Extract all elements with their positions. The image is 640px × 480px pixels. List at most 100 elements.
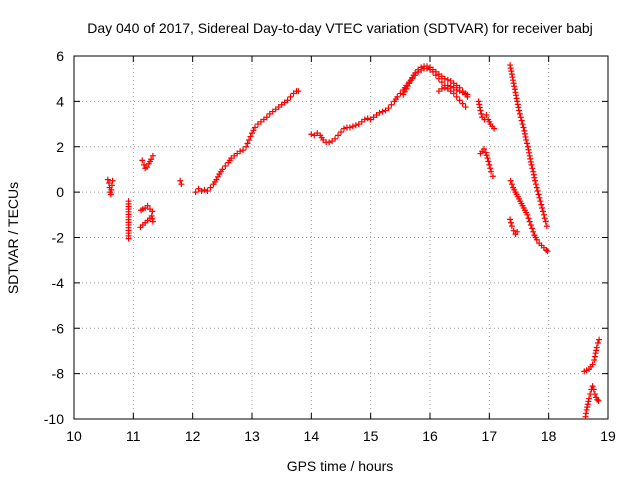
data-point-interp xyxy=(538,201,545,208)
y-tick-label: -4 xyxy=(52,275,65,291)
data-point xyxy=(207,184,214,191)
data-point xyxy=(524,211,531,218)
data-point xyxy=(488,168,495,175)
data-point xyxy=(237,148,244,155)
data-point xyxy=(424,63,431,70)
data-point-interp xyxy=(532,181,539,188)
data-point xyxy=(510,227,517,234)
data-point-interp xyxy=(540,208,547,215)
data-point xyxy=(379,108,386,115)
data-point xyxy=(483,111,490,118)
data-point xyxy=(340,125,347,132)
data-point xyxy=(438,85,445,92)
data-point xyxy=(590,386,597,393)
data-point xyxy=(441,75,448,82)
data-point xyxy=(177,177,184,184)
data-point-interp xyxy=(529,165,536,172)
data-point xyxy=(438,79,445,86)
data-point xyxy=(394,93,401,100)
data-point-interp xyxy=(530,228,537,235)
data-point-interp xyxy=(247,133,254,140)
data-point xyxy=(295,88,302,95)
grid-lines xyxy=(74,56,608,419)
data-point xyxy=(139,157,146,164)
data-point xyxy=(346,124,353,131)
y-tick-label: 4 xyxy=(56,93,64,109)
data-point xyxy=(376,109,383,116)
x-axis-title: GPS time / hours xyxy=(287,458,394,474)
data-point xyxy=(594,339,601,346)
data-point xyxy=(201,186,208,193)
data-point-interp xyxy=(485,158,492,165)
data-point xyxy=(444,82,451,89)
data-point-interp xyxy=(520,124,527,131)
data-point xyxy=(519,121,526,128)
y-axis-title: SDTVAR / TECUs xyxy=(5,182,21,294)
y-tick-label: 0 xyxy=(56,184,64,200)
data-point-interp xyxy=(507,219,514,226)
data-point xyxy=(532,177,539,184)
data-point xyxy=(464,91,471,98)
data-point xyxy=(596,336,603,343)
data-point xyxy=(450,90,457,97)
data-point xyxy=(332,135,339,142)
x-tick-label: 18 xyxy=(541,428,557,444)
data-point xyxy=(526,218,533,225)
data-point xyxy=(507,177,514,184)
data-point xyxy=(178,181,185,188)
data-point xyxy=(533,184,540,191)
data-points xyxy=(104,62,603,420)
data-point xyxy=(109,177,116,184)
data-point xyxy=(535,191,542,198)
data-point xyxy=(219,166,226,173)
data-point xyxy=(388,101,395,108)
data-point xyxy=(489,173,496,180)
data-point-interp xyxy=(483,152,490,159)
data-point-interp xyxy=(487,165,494,172)
data-point xyxy=(540,211,547,218)
x-tick-label: 15 xyxy=(363,428,379,444)
data-point xyxy=(144,202,151,209)
y-tick-label: 2 xyxy=(56,139,64,155)
data-point xyxy=(591,391,598,398)
data-point xyxy=(480,146,487,153)
data-point xyxy=(529,225,536,232)
data-point xyxy=(456,97,463,104)
data-point xyxy=(263,114,270,121)
data-point-interp xyxy=(516,110,523,117)
data-point xyxy=(308,131,315,138)
data-point xyxy=(397,90,404,97)
data-point-interp xyxy=(536,194,543,201)
data-point xyxy=(385,105,392,112)
data-point xyxy=(539,205,546,212)
data-point xyxy=(462,104,469,111)
axis-ticks: 10 11 12 13 14 15 16 17 18 19 -10 -8 -6 -4 -2 0 2 4 6 xyxy=(44,48,616,444)
data-point xyxy=(514,228,521,235)
data-point xyxy=(361,116,368,123)
data-point xyxy=(326,139,333,146)
data-point xyxy=(595,397,602,404)
data-point-interp xyxy=(518,117,525,124)
data-point xyxy=(125,235,132,242)
data-point xyxy=(447,83,454,90)
x-tick-label: 19 xyxy=(600,428,616,444)
data-point xyxy=(517,114,524,121)
data-point xyxy=(459,89,466,96)
data-point-interp xyxy=(541,215,548,222)
chart-title: Day 040 of 2017, Sidereal Day-to-day VTE… xyxy=(87,20,593,36)
data-point xyxy=(486,161,493,168)
x-tick-label: 11 xyxy=(126,428,141,444)
data-point xyxy=(523,136,530,143)
data-point-interp xyxy=(508,181,515,188)
data-point xyxy=(240,147,247,154)
data-point xyxy=(204,187,211,194)
data-point xyxy=(542,218,549,225)
data-point-interp xyxy=(524,140,531,147)
x-tick-label: 14 xyxy=(304,428,320,444)
x-tick-label: 13 xyxy=(244,428,260,444)
data-point xyxy=(528,161,535,168)
data-point xyxy=(589,383,596,390)
y-tick-label: -10 xyxy=(44,411,64,427)
